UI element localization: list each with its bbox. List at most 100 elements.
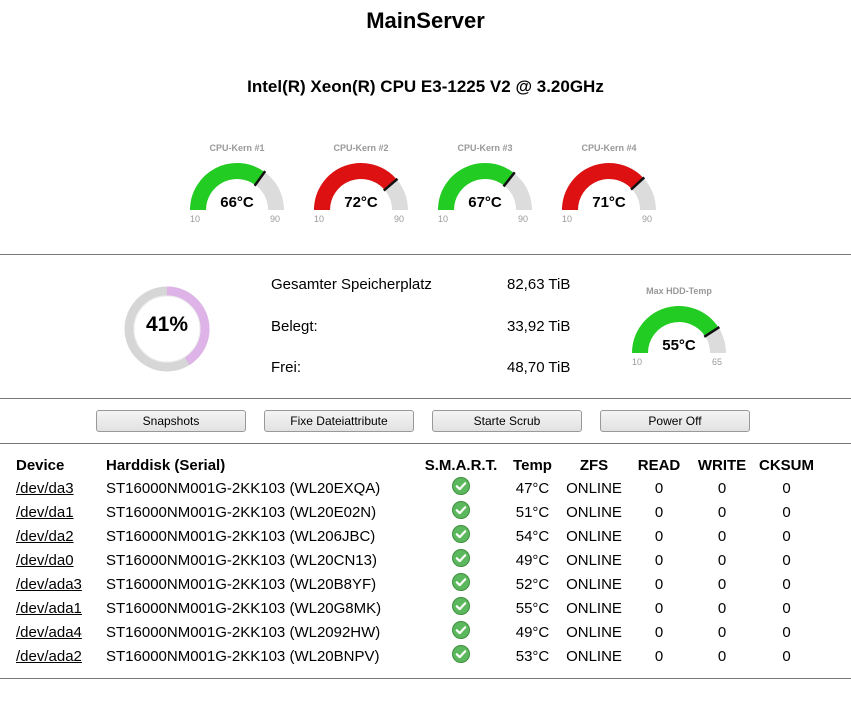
ok-check-icon <box>452 525 470 543</box>
gauge-fill <box>314 163 397 211</box>
write-errors-cell: 0 <box>717 551 727 569</box>
gauge-dial <box>632 306 726 354</box>
smart-cell <box>417 620 505 644</box>
col-header-write: WRITE <box>697 456 747 474</box>
section-divider <box>0 254 851 255</box>
gauge-label: Max HDD-Temp <box>646 286 712 296</box>
gauge-needle <box>253 170 267 187</box>
table-row: /dev/ada2 ST16000NM001G-2KK103 (WL20BNPV)… <box>16 644 819 668</box>
disk-table: Device Harddisk (Serial) S.M.A.R.T. Temp… <box>16 454 819 668</box>
device-link[interactable]: /dev/ada1 <box>16 599 82 617</box>
storage-used-value: 33,92 TiB <box>507 318 571 335</box>
storage-usage-ring <box>124 286 210 372</box>
disk-serial-cell: ST16000NM001G-2KK103 (WL20B8YF) <box>106 575 377 593</box>
max-hdd-temp-gauge: Max HDD-Temp 55°C 10 65 <box>624 286 734 376</box>
cksum-errors-cell: 0 <box>782 503 791 521</box>
device-link[interactable]: /dev/da3 <box>16 479 74 497</box>
ok-check-icon <box>452 573 470 591</box>
smart-cell <box>417 476 505 500</box>
read-errors-cell: 0 <box>654 647 664 665</box>
write-errors-cell: 0 <box>717 599 727 617</box>
cksum-errors-cell: 0 <box>782 479 791 497</box>
gauge-min: 10 <box>632 357 643 367</box>
device-link[interactable]: /dev/ada2 <box>16 647 82 665</box>
table-row: /dev/ada3 ST16000NM001G-2KK103 (WL20B8YF)… <box>16 572 819 596</box>
gauge-label: CPU-Kern #4 <box>581 143 637 153</box>
gauge-min: 10 <box>190 214 201 224</box>
cksum-errors-cell: 0 <box>782 623 791 641</box>
col-header-harddisk: Harddisk (Serial) <box>106 456 226 474</box>
gauge-max: 90 <box>270 214 281 224</box>
temp-cell: 54°C <box>515 527 550 545</box>
disk-serial-cell: ST16000NM001G-2KK103 (WL206JBC) <box>106 527 376 545</box>
disk-serial-cell: ST16000NM001G-2KK103 (WL20G8MK) <box>106 599 382 617</box>
gauge-fill <box>438 163 515 211</box>
gauge-label: CPU-Kern #2 <box>333 143 389 153</box>
write-errors-cell: 0 <box>717 503 727 521</box>
temp-cell: 49°C <box>515 623 550 641</box>
read-errors-cell: 0 <box>654 551 664 569</box>
cpu-core-2-gauge: CPU-Kern #2 72°C 10 90 <box>306 143 416 233</box>
temp-cell: 47°C <box>515 479 550 497</box>
storage-total-value: 82,63 TiB <box>507 276 571 293</box>
ok-check-icon <box>452 597 470 615</box>
device-link[interactable]: /dev/ada3 <box>16 575 82 593</box>
zfs-status-cell: ONLINE <box>566 623 622 641</box>
write-errors-cell: 0 <box>717 575 727 593</box>
table-row: /dev/da0 ST16000NM001G-2KK103 (WL20CN13) 4… <box>16 548 819 572</box>
zfs-status-cell: ONLINE <box>566 599 622 617</box>
write-errors-cell: 0 <box>717 479 727 497</box>
cksum-errors-cell: 0 <box>782 599 791 617</box>
zfs-status-cell: ONLINE <box>566 503 622 521</box>
zfs-status-cell: ONLINE <box>566 575 622 593</box>
device-link[interactable]: /dev/ada4 <box>16 623 82 641</box>
storage-free-label: Frei: <box>271 359 301 376</box>
ok-check-icon <box>452 645 470 663</box>
col-header-cksum: CKSUM <box>759 456 814 474</box>
gauge-fill <box>562 163 644 211</box>
table-row: /dev/da3 ST16000NM001G-2KK103 (WL20EXQA) 4… <box>16 476 819 500</box>
gauge-needle <box>703 325 721 338</box>
gauge-max: 90 <box>518 214 529 224</box>
table-row: /dev/ada4 ST16000NM001G-2KK103 (WL2092HW)… <box>16 620 819 644</box>
temp-cell: 51°C <box>515 503 550 521</box>
col-header-smart: S.M.A.R.T. <box>424 456 498 474</box>
power-off-button[interactable]: Power Off <box>600 410 750 432</box>
gauge-min: 10 <box>314 214 325 224</box>
device-link[interactable]: /dev/da1 <box>16 503 74 521</box>
read-errors-cell: 0 <box>654 479 664 497</box>
read-errors-cell: 0 <box>654 599 664 617</box>
device-link[interactable]: /dev/da0 <box>16 551 74 569</box>
zfs-status-cell: ONLINE <box>566 479 622 497</box>
disk-serial-cell: ST16000NM001G-2KK103 (WL20BNPV) <box>106 647 380 665</box>
cpu-core-4-gauge: CPU-Kern #4 71°C 10 90 <box>554 143 664 233</box>
smart-cell <box>417 572 505 596</box>
col-header-device: Device <box>16 456 65 474</box>
cpu-core-3-gauge: CPU-Kern #3 67°C 10 90 <box>430 143 540 233</box>
gauge-needle <box>382 177 399 192</box>
gauge-label: CPU-Kern #1 <box>209 143 265 153</box>
storage-used-percent: 41% <box>145 313 189 336</box>
ok-check-icon <box>452 621 470 639</box>
gauge-value: 67°C <box>468 194 502 211</box>
write-errors-cell: 0 <box>717 647 727 665</box>
cksum-errors-cell: 0 <box>782 647 791 665</box>
gauge-max: 90 <box>642 214 653 224</box>
disk-serial-cell: ST16000NM001G-2KK103 (WL20CN13) <box>106 551 377 569</box>
disk-serial-cell: ST16000NM001G-2KK103 (WL2092HW) <box>106 623 381 641</box>
start-scrub-button[interactable]: Starte Scrub <box>432 410 582 432</box>
ok-check-icon <box>452 549 470 567</box>
snapshots-button[interactable]: Snapshots <box>96 410 246 432</box>
gauge-needle <box>630 176 646 191</box>
ok-check-icon <box>452 477 470 495</box>
zfs-status-cell: ONLINE <box>566 527 622 545</box>
cpu-core-1-gauge: CPU-Kern #1 66°C 10 90 <box>182 143 292 233</box>
smart-cell <box>417 596 505 620</box>
disk-serial-cell: ST16000NM001G-2KK103 (WL20EXQA) <box>106 479 381 497</box>
gauge-value: 66°C <box>220 194 254 211</box>
device-link[interactable]: /dev/da2 <box>16 527 74 545</box>
ring-inner-edge <box>133 295 201 363</box>
gauge-min: 10 <box>438 214 449 224</box>
fix-attributes-button[interactable]: Fixe Dateiattribute <box>264 410 414 432</box>
zfs-status-cell: ONLINE <box>566 647 622 665</box>
